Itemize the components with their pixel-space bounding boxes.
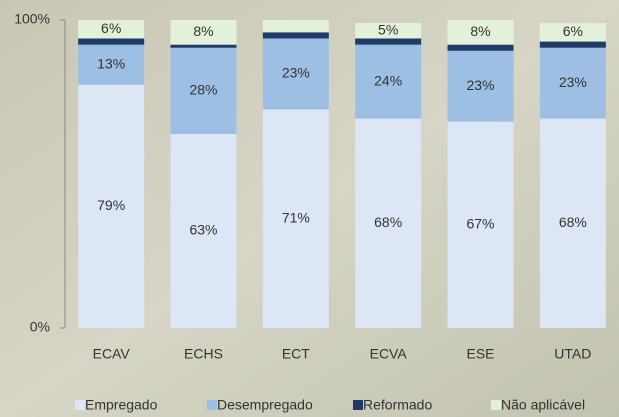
bar-segment bbox=[171, 45, 237, 48]
legend-swatch bbox=[75, 400, 85, 410]
data-label: 79% bbox=[97, 197, 125, 213]
data-label: 5% bbox=[378, 21, 398, 37]
bar-segment bbox=[448, 45, 514, 51]
legend-swatch bbox=[491, 400, 501, 410]
y-tick-label: 0% bbox=[30, 319, 50, 335]
x-tick-label: ECT bbox=[282, 346, 310, 362]
legend-label: Empregado bbox=[85, 397, 158, 413]
x-tick-label: ECAV bbox=[93, 346, 131, 362]
data-label: 68% bbox=[559, 214, 587, 230]
legend-label: Desempregado bbox=[217, 397, 313, 413]
data-label: 8% bbox=[470, 23, 490, 39]
chart: 0% 100% ECAV 79% 13% 6% ECHS 63% 28% 8% ECT 71% 23% E… bbox=[0, 0, 619, 417]
data-label: 6% bbox=[563, 23, 583, 39]
page: 0% 100% ECAV 79% 13% 6% ECHS 63% 28% 8% ECT 71% 23% E… bbox=[0, 0, 619, 417]
x-tick-label: ECHS bbox=[184, 346, 223, 362]
data-label: 71% bbox=[282, 209, 310, 225]
x-tick-label: ESE bbox=[466, 346, 494, 362]
legend-swatch bbox=[207, 400, 217, 410]
data-label: 63% bbox=[189, 222, 217, 238]
y-tick-label: 100% bbox=[14, 11, 50, 27]
data-label: 23% bbox=[466, 77, 494, 93]
data-label: 68% bbox=[374, 214, 402, 230]
data-label: 67% bbox=[466, 216, 494, 232]
x-tick-label: UTAD bbox=[554, 346, 591, 362]
bar-segment bbox=[263, 20, 329, 32]
legend-label: Não aplicável bbox=[501, 397, 585, 413]
bar-segment bbox=[540, 42, 606, 48]
data-label: 23% bbox=[282, 65, 310, 81]
data-label: 13% bbox=[97, 55, 125, 71]
bar-segment bbox=[263, 32, 329, 38]
data-label: 28% bbox=[189, 82, 217, 98]
data-label: 24% bbox=[374, 72, 402, 88]
bar-segment bbox=[355, 38, 421, 44]
data-label: 23% bbox=[559, 74, 587, 90]
x-tick-label: ECVA bbox=[370, 346, 408, 362]
data-label: 8% bbox=[193, 23, 213, 39]
bar-segment bbox=[78, 38, 144, 44]
legend-label: Reformado bbox=[363, 397, 432, 413]
legend-swatch bbox=[353, 400, 363, 410]
data-label: 6% bbox=[101, 20, 121, 36]
